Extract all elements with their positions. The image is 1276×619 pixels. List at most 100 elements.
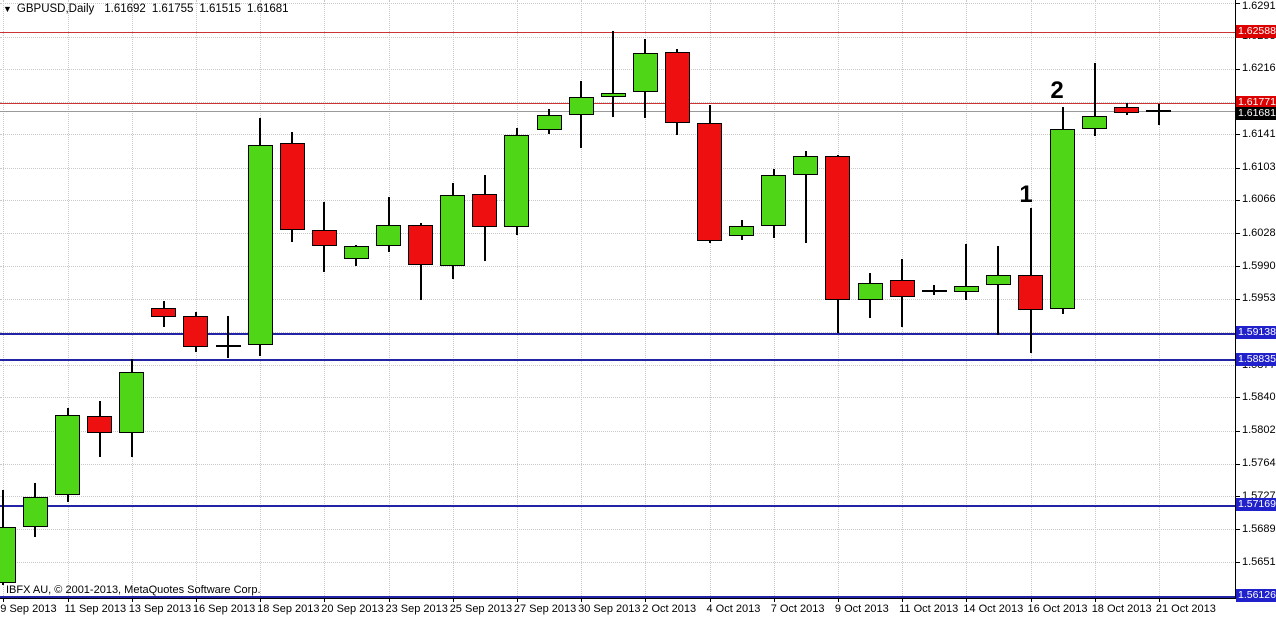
price-tick-mark [1236, 199, 1240, 201]
gridline-v [773, 0, 775, 598]
candle-body [1082, 116, 1108, 130]
candle-wick [804, 151, 807, 243]
price-tick-label: 1.62910 [1242, 0, 1276, 12]
gridline-h [0, 102, 1236, 104]
price-tick-label: 1.62530 [1242, 30, 1276, 43]
candle-wick [1093, 62, 1096, 137]
candle-body [151, 308, 177, 317]
price-level-line-1.58835[interactable] [0, 359, 1236, 362]
price-tick-label: 1.59900 [1242, 259, 1276, 272]
date-tick-label: 9 Oct 2013 [834, 603, 889, 615]
gridline-h [0, 134, 1236, 136]
price-level-line-1.61771[interactable] [0, 102, 1236, 104]
candle-body [1050, 129, 1076, 310]
gridline-v [388, 0, 390, 598]
gridline-h [0, 233, 1236, 235]
time-tick-mark [902, 598, 904, 602]
price-tick-mark [1236, 529, 1240, 531]
price-level-line-1.56126[interactable] [0, 595, 1236, 598]
price-level-line-1.62588[interactable] [0, 31, 1236, 33]
price-tick-label: 1.56890 [1242, 522, 1276, 535]
gridline-h [0, 496, 1236, 498]
date-tick-label: 18 Oct 2013 [1091, 603, 1152, 615]
gridline-h [0, 463, 1236, 465]
gridline-v [516, 0, 518, 598]
text-annotation-1[interactable]: 1 [1019, 181, 1033, 208]
candle-body [504, 135, 530, 228]
price-tick-label: 1.60660 [1242, 193, 1276, 206]
candle-body [376, 225, 401, 247]
price-level-line-1.59138[interactable] [0, 332, 1236, 335]
gridline-v [195, 0, 197, 598]
price-tick-mark [1236, 463, 1240, 465]
price-tick-mark [1236, 266, 1240, 268]
date-tick-label: 16 Sep 2013 [192, 603, 256, 615]
candle-body [55, 414, 80, 496]
candle-body [87, 415, 113, 434]
price-tick-label: 1.58020 [1242, 424, 1276, 437]
price-tick-mark [1236, 3, 1240, 5]
candle-body [279, 143, 305, 230]
price-tick-label: 1.56510 [1242, 555, 1276, 568]
gridline-h [0, 167, 1236, 169]
date-tick-label: 21 Oct 2013 [1155, 603, 1216, 615]
price-axis[interactable]: 1.62910 1.62530 1.62160 1.61780 1.61410 1.610… [1236, 0, 1276, 619]
gridline-v [581, 0, 583, 598]
candle-body [1146, 109, 1172, 112]
date-tick-label: 16 Oct 2013 [1027, 603, 1088, 615]
time-tick-mark [709, 598, 711, 602]
text-annotation-2[interactable]: 2 [1050, 77, 1064, 104]
candle-body [1114, 107, 1140, 113]
gridline-h [0, 331, 1236, 333]
candle-wick [387, 196, 390, 252]
time-tick-mark [131, 598, 133, 602]
quote-close: 1.61681 [246, 3, 289, 15]
gridline-v [1158, 0, 1160, 598]
time-tick-mark [452, 598, 454, 602]
time-axis[interactable]: 9 Sep 2013 11 Sep 2013 13 Sep 2013 16 Sep 2… [0, 598, 1236, 619]
gridline-h [0, 430, 1236, 432]
time-tick-mark [645, 598, 647, 602]
gridline-v [3, 0, 5, 598]
symbol-dropdown-icon[interactable]: ▼ [3, 4, 12, 14]
candle-body [889, 280, 915, 297]
symbol-period-label[interactable]: GBPUSD,Daily [16, 3, 95, 15]
time-tick-mark [773, 598, 775, 602]
price-level-line-1.57169[interactable] [0, 504, 1236, 507]
gridline-v [324, 0, 326, 598]
date-tick-label: 20 Sep 2013 [321, 603, 384, 615]
candle-body [247, 144, 273, 345]
candle-body [568, 96, 594, 116]
price-tick-mark [1236, 167, 1240, 169]
price-tick-label: 1.61410 [1242, 127, 1276, 140]
quote-low: 1.61515 [199, 3, 241, 15]
candle-body [119, 372, 145, 434]
candle-body [311, 229, 337, 247]
time-tick-mark [1094, 598, 1096, 602]
candle-body [921, 289, 947, 292]
price-tick-label: 1.57640 [1242, 457, 1276, 470]
gridline-h [0, 365, 1236, 367]
candle-body [600, 92, 626, 97]
price-tick-label: 1.61030 [1242, 161, 1276, 174]
candle-body [472, 193, 498, 228]
gridline-v [709, 0, 711, 598]
quote-high: 1.61755 [151, 3, 194, 15]
chart-plot-area[interactable]: 1 2 IBFX AU, © 2001-2013, MetaQuotes Softw… [0, 0, 1236, 598]
price-level-line-1.61681[interactable] [0, 110, 1236, 112]
price-tick-mark [1236, 102, 1240, 104]
candle-body [440, 194, 466, 267]
candle-wick [227, 316, 229, 359]
price-tick-mark [1236, 496, 1240, 498]
candle-body [857, 282, 883, 300]
date-tick-label: 14 Oct 2013 [963, 603, 1024, 615]
date-tick-label: 18 Sep 2013 [257, 603, 320, 615]
gridline-h [0, 68, 1236, 70]
time-tick-mark [324, 598, 326, 602]
price-tick-mark [1236, 430, 1240, 432]
date-tick-label: 7 Oct 2013 [770, 603, 825, 615]
time-tick-mark [195, 598, 197, 602]
price-tick-label: 1.61780 [1242, 95, 1276, 108]
date-tick-label: 4 Oct 2013 [706, 603, 761, 615]
